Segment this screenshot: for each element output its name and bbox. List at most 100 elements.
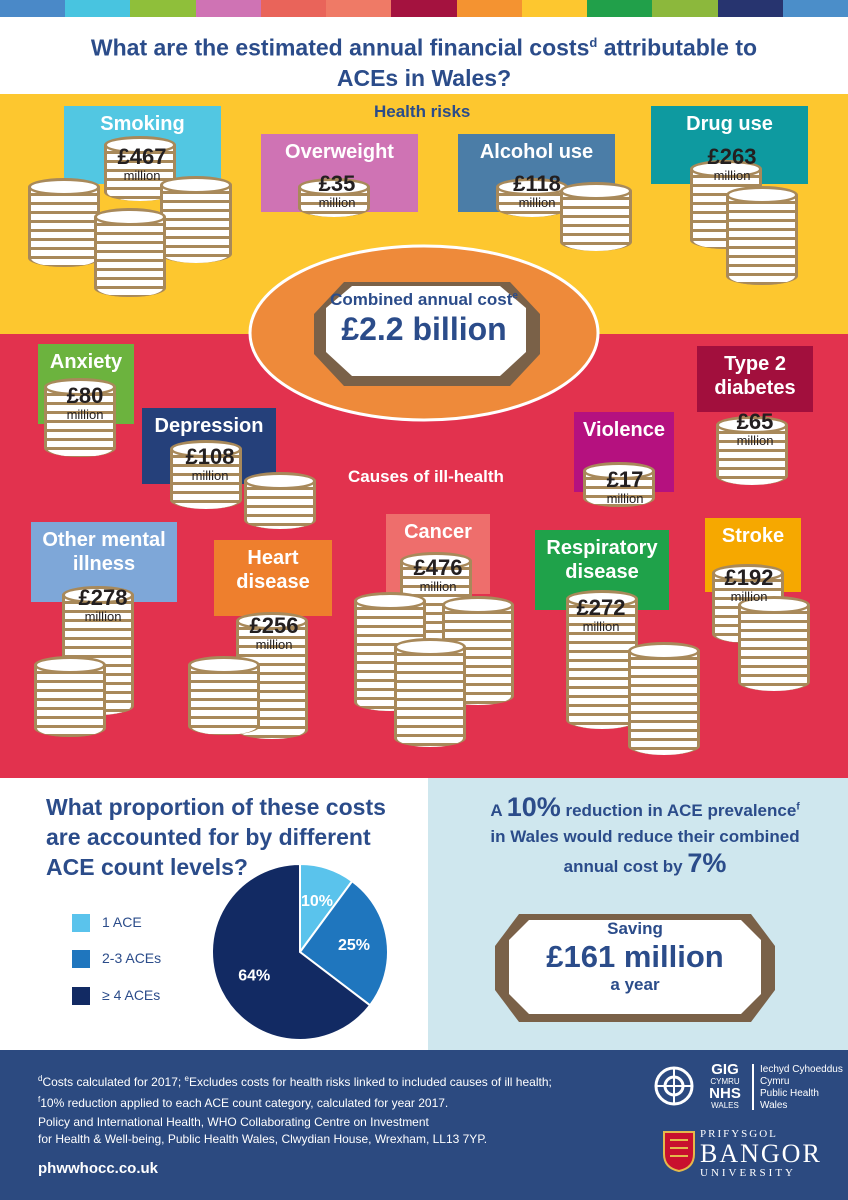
- other-mental-unit: million: [84, 609, 122, 624]
- stroke-value: £192 million: [704, 566, 794, 604]
- footer: [0, 1050, 848, 1200]
- logo-right1: Iechyd Cyhoeddus: [760, 1064, 843, 1075]
- coin-top: [354, 592, 426, 610]
- respiratory-label-1: Respiratory: [546, 537, 658, 559]
- address: Policy and International Health, WHO Col…: [38, 1114, 638, 1148]
- coin-top: [566, 590, 638, 608]
- combined-cost-text: Combined annual coste £2.2 billion: [300, 290, 548, 348]
- respiratory-value: £272 million: [556, 596, 646, 634]
- overweight-unit: million: [318, 195, 356, 210]
- coin-top: [400, 552, 472, 570]
- coin-top: [298, 178, 370, 196]
- logo-prifysgol: PRIFYSGOL: [700, 1128, 778, 1140]
- alcohol-value: £118 million: [492, 172, 582, 210]
- coin-top: [560, 182, 632, 200]
- coin-top: [188, 656, 260, 674]
- legend-1-ace: 1 ACE: [72, 912, 142, 933]
- stripe-segment: [326, 0, 392, 17]
- smoking-label: Smoking: [100, 113, 185, 135]
- stroke-amount: £192: [724, 565, 774, 590]
- coin-stack: [94, 217, 166, 297]
- diabetes-label-2: diabetes: [714, 377, 796, 399]
- banknote: [326, 286, 526, 376]
- address-line2: for Health & Well-being, Public Health W…: [38, 1132, 488, 1146]
- combined-label: Combined annual cost: [330, 290, 513, 309]
- footnote-f: 10% reduction applied to each ACE count …: [40, 1096, 449, 1110]
- legend-label-2: 2-3 ACEs: [102, 950, 162, 966]
- stripe-segment: [521, 0, 588, 17]
- coin-top: [726, 186, 798, 204]
- heart-unit: million: [255, 637, 293, 652]
- logo-cymru: CYMRU: [710, 1077, 740, 1086]
- other-mental-label-1: Other mental: [42, 529, 166, 551]
- stripe-segment: [717, 0, 783, 17]
- saving-line3: a year: [610, 975, 660, 994]
- causes-label: Causes of ill-health: [348, 467, 504, 486]
- other-mental-value: £278 million: [58, 586, 148, 624]
- saving-amount: £161 million: [546, 939, 724, 974]
- coin-stack: [716, 425, 788, 485]
- legend-label-3: ≥ 4 ACEs: [102, 987, 161, 1003]
- title-line1: What are the estimated annual financial …: [90, 34, 590, 61]
- diabetes-unit: million: [736, 433, 774, 448]
- coin-top: [712, 564, 784, 582]
- legend-label-1: 1 ACE: [102, 914, 142, 930]
- nhs-wales-logo: GIG CYMRU NHS WALES: [700, 1062, 750, 1110]
- coin-stack: [28, 187, 100, 267]
- title-line2: ACEs in Wales?: [336, 64, 512, 91]
- reduction-pct: 10%: [506, 792, 561, 822]
- overweight-label: Overweight: [285, 141, 394, 163]
- coin-stack: [34, 665, 106, 737]
- reduction-line2: in Wales would reduce their combined: [490, 827, 800, 846]
- violence-unit: million: [606, 491, 644, 506]
- drug-label: Drug use: [686, 113, 773, 135]
- saving-banknote: [495, 914, 775, 1022]
- stripe-segment: [130, 0, 196, 17]
- pie-slice-3: [211, 862, 372, 1041]
- alcohol-label: Alcohol use: [479, 141, 594, 163]
- legend-4-plus-aces: ≥ 4 ACEs: [72, 985, 161, 1006]
- stripe-segment: [391, 0, 457, 17]
- logo-university: UNIVERSITY: [700, 1167, 796, 1179]
- legend-2-3-aces: 2-3 ACEs: [72, 948, 162, 969]
- pie-slice-2: [298, 879, 389, 1007]
- website-link[interactable]: phwwhocc.co.uk: [38, 1160, 159, 1177]
- depression-unit: million: [191, 468, 229, 483]
- saving-line1: Saving: [607, 919, 663, 938]
- coin-stack: [560, 191, 632, 251]
- other-mental-label-2: illness: [72, 553, 136, 575]
- coin-top: [394, 638, 466, 656]
- footnote-d-sup: d: [38, 1074, 43, 1083]
- stripe-segment: [0, 0, 66, 17]
- violence-label: Violence: [583, 419, 665, 441]
- heart-label-1: Heart: [247, 547, 299, 569]
- phw-name-logo: Iechyd Cyhoeddus Cymru Public Health Wal…: [760, 1064, 848, 1112]
- coin-stack: [738, 605, 810, 691]
- footnote-e: Excludes costs for health risks linked t…: [188, 1075, 552, 1089]
- stripe-segment: [195, 0, 261, 17]
- stroke-unit: million: [730, 589, 768, 604]
- logo-gig: GIG: [711, 1061, 739, 1078]
- logo-right3: Public Health: [760, 1088, 819, 1099]
- saving-note: [509, 920, 761, 1014]
- stripe-segment: [587, 0, 653, 17]
- coin-top: [244, 472, 316, 490]
- combined-sup: e: [512, 290, 518, 302]
- drug-value: £263 million: [687, 145, 777, 183]
- coin-stack: [170, 449, 242, 509]
- saving-text: Saving £161 million a year: [500, 918, 770, 996]
- legend-swatch-2: [72, 950, 90, 969]
- respiratory-label-2: disease: [565, 561, 639, 583]
- legend-swatch-3: [72, 987, 90, 1006]
- logo-right2: Cymru: [760, 1076, 790, 1087]
- alcohol-unit: million: [518, 195, 556, 210]
- cancer-value: £476 million: [393, 556, 483, 594]
- coin-top: [44, 378, 116, 396]
- health-risks-label: Health risks: [374, 102, 471, 121]
- address-line1: Policy and International Health, WHO Col…: [38, 1115, 429, 1129]
- stripe-segment: [782, 0, 848, 17]
- logo-bangor: BANGOR: [700, 1139, 822, 1168]
- question-line1: What proportion of these costs: [46, 794, 386, 820]
- stroke-label: Stroke: [721, 525, 785, 547]
- anxiety-label: Anxiety: [49, 351, 123, 373]
